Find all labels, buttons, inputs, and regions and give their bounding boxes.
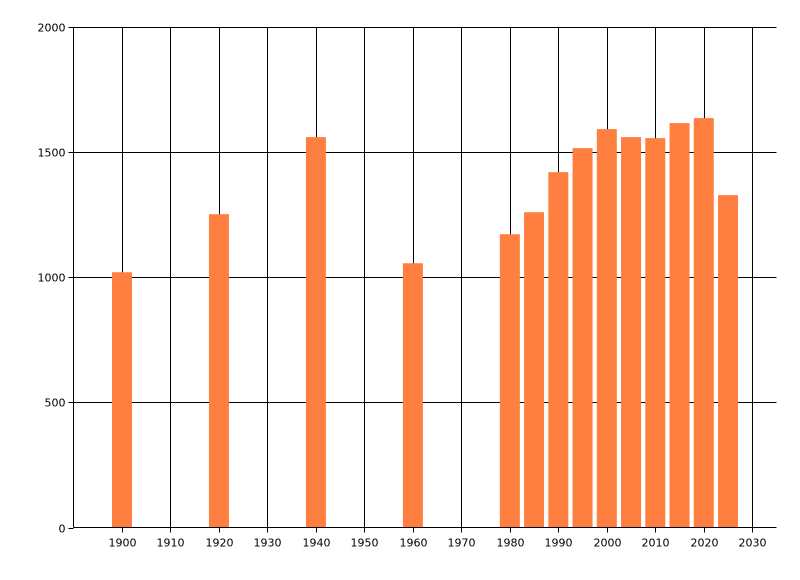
x-tick-label: 1920: [206, 537, 234, 550]
x-tick-label: 2030: [739, 537, 767, 550]
bar-2025: [718, 195, 739, 528]
bar-2010: [645, 138, 666, 528]
bar-2000: [596, 129, 617, 528]
bar-1990: [548, 172, 569, 528]
bar-1940: [305, 137, 326, 528]
y-tick-label: 2000: [38, 22, 66, 35]
x-tick-label: 1930: [254, 537, 282, 550]
bar-2015: [669, 123, 690, 528]
y-tick-label: 0: [59, 523, 66, 536]
bar-2005: [621, 137, 642, 528]
bar-1980: [499, 234, 520, 528]
x-tick-label: 1960: [400, 537, 428, 550]
bar-1995: [572, 148, 593, 528]
x-tick-label: 1980: [497, 537, 525, 550]
bar-2020: [693, 118, 714, 528]
bar-1900: [111, 272, 132, 528]
bar-1960: [402, 263, 423, 528]
x-tick-label: 1950: [351, 537, 379, 550]
bar-1920: [208, 214, 229, 528]
x-tick-label: 1900: [109, 537, 137, 550]
x-tick-label: 1940: [303, 537, 331, 550]
y-tick-label: 1500: [38, 147, 66, 160]
x-tick-label: 1910: [157, 537, 185, 550]
x-tick-label: 2010: [642, 537, 670, 550]
x-tick-label: 1970: [448, 537, 476, 550]
x-tick-label: 1990: [545, 537, 573, 550]
y-tick-label: 500: [45, 397, 66, 410]
x-tick-label: 2000: [594, 537, 622, 550]
y-tick-label: 1000: [38, 272, 66, 285]
x-tick-label: 2020: [691, 537, 719, 550]
bar-1985: [524, 212, 545, 528]
